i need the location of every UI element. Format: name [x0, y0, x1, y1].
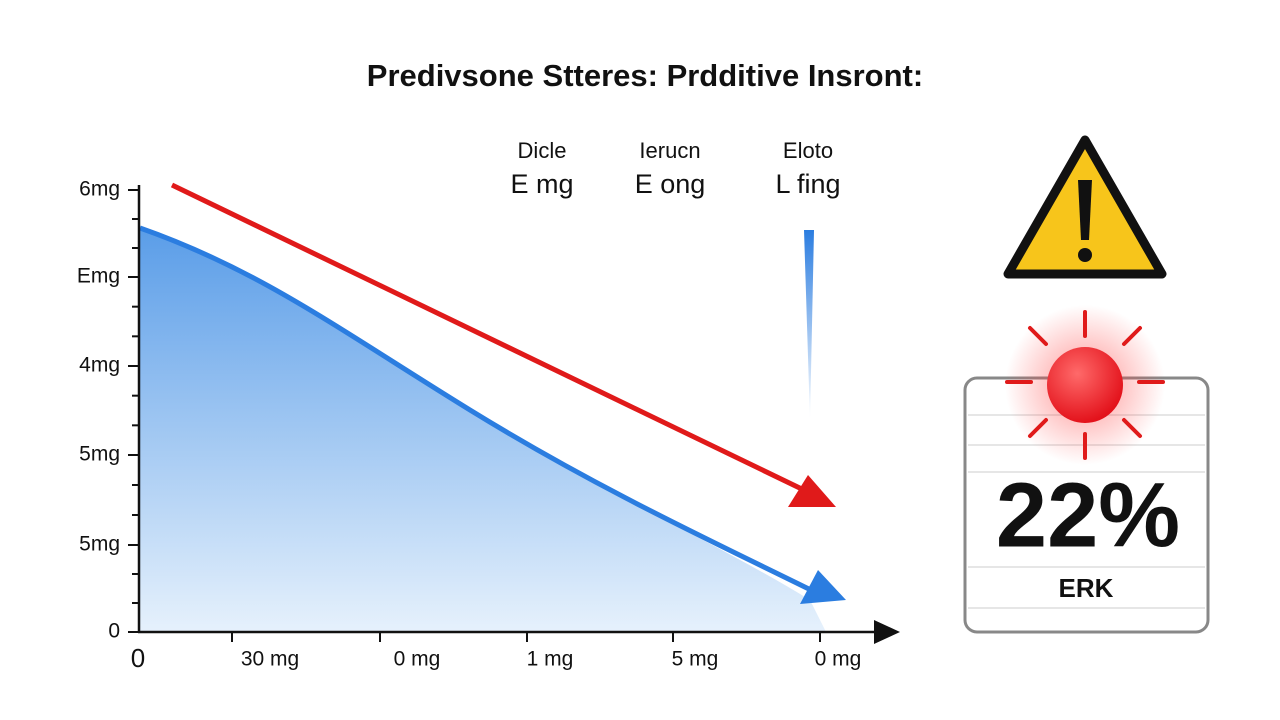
- x-label: 0 mg: [815, 648, 862, 671]
- y-label: 4mg: [79, 354, 120, 377]
- x-label: 30 mg: [241, 648, 299, 671]
- legend-heading: Ierucn: [639, 138, 700, 163]
- x-label: 0: [131, 643, 145, 673]
- legend-value: E ong: [635, 169, 706, 199]
- warning-mark: [1078, 180, 1092, 240]
- y-label: 5mg: [79, 443, 120, 466]
- y-label: 0: [108, 620, 120, 643]
- legend-heading: Eloto: [783, 138, 833, 163]
- legend-value: L fing: [775, 169, 840, 199]
- alert-light: [1047, 347, 1123, 423]
- y-label: 6mg: [79, 178, 120, 201]
- y-label: 5mg: [79, 533, 120, 556]
- red-line: [170, 182, 810, 495]
- x-label: 5 mg: [672, 648, 719, 671]
- x-label: 0 mg: [394, 648, 441, 671]
- x-label: 1 mg: [527, 648, 574, 671]
- panel-value: 22%: [996, 464, 1180, 566]
- area-fill: [140, 228, 826, 632]
- blue-arrowhead: [800, 570, 846, 604]
- blue-needle: [804, 230, 814, 420]
- tick-marks: [128, 189, 821, 642]
- x-axis-arrow: [874, 620, 900, 644]
- warning-dot: [1078, 248, 1092, 262]
- title: Predivsone Stteres: Prdditive Insront:: [367, 58, 923, 93]
- legend: Dicle E mg Ierucn E ong Eloto L fing: [510, 138, 840, 199]
- y-label: Emg: [77, 265, 120, 288]
- y-labels: 6mg Emg 4mg 5mg 5mg 0: [77, 178, 120, 643]
- alert-rays: [1005, 310, 1165, 460]
- red-arrowhead: [788, 475, 836, 507]
- x-labels: 0 30 mg 0 mg 1 mg 5 mg 0 mg: [131, 643, 862, 673]
- panel-label: ERK: [1059, 573, 1114, 603]
- legend-value: E mg: [510, 169, 573, 199]
- blue-line: [139, 225, 817, 595]
- legend-heading: Dicle: [518, 138, 567, 163]
